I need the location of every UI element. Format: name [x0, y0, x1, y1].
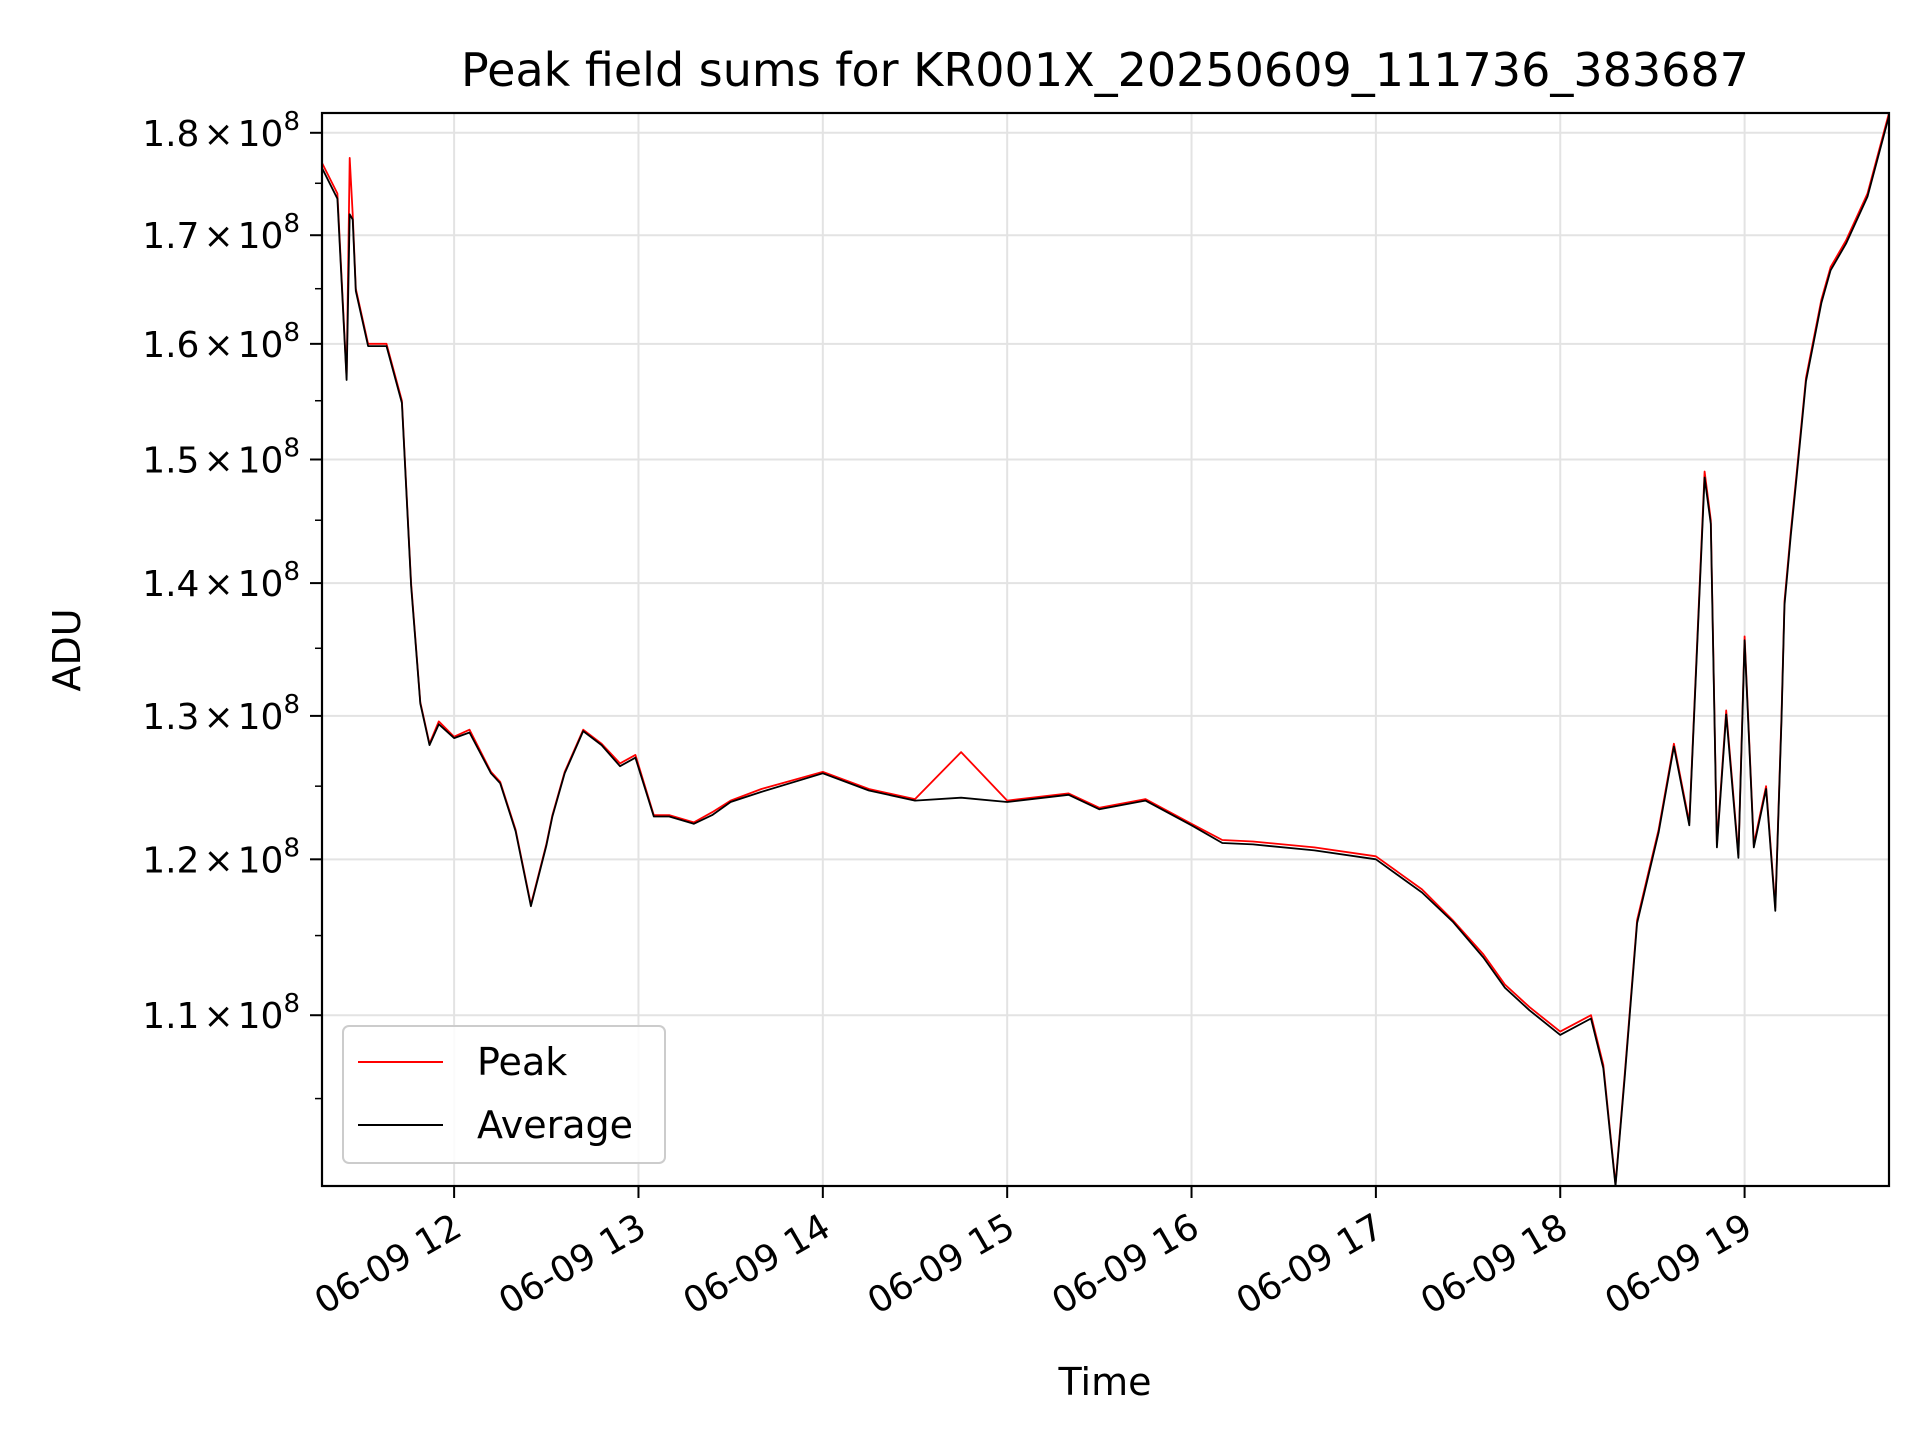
y-tick-exponent: 8 — [283, 209, 300, 239]
y-tick-exponent: 8 — [283, 989, 300, 1019]
y-tick-base: 10 — [238, 216, 284, 257]
legend-label-peak: Peak — [477, 1040, 567, 1084]
y-tick-base: 10 — [238, 996, 284, 1037]
y-tick-exponent: 8 — [283, 833, 300, 863]
y-tick-mantissa: 1.5 — [142, 440, 199, 481]
y-tick-base: 10 — [238, 840, 284, 881]
y-tick-label: 1.8 × 108 — [142, 107, 300, 155]
y-tick-times: × — [203, 325, 233, 366]
y-tick-base: 10 — [238, 564, 284, 605]
y-tick-mantissa: 1.2 — [142, 840, 199, 881]
legend-label-average: Average — [477, 1103, 633, 1147]
x-axis-label: Time — [1058, 1360, 1152, 1404]
legend-box — [342, 1025, 666, 1164]
y-tick-mantissa: 1.1 — [142, 996, 199, 1037]
y-tick-times: × — [203, 996, 233, 1037]
y-tick-times: × — [203, 114, 233, 155]
y-tick-times: × — [203, 840, 233, 881]
chart-title: Peak field sums for KR001X_20250609_1117… — [461, 43, 1749, 97]
y-tick-exponent: 8 — [283, 690, 300, 720]
y-tick-base: 10 — [238, 440, 284, 481]
y-tick-times: × — [203, 697, 233, 738]
y-tick-exponent: 8 — [283, 318, 300, 348]
grid — [322, 113, 1889, 1186]
y-tick-mantissa: 1.8 — [142, 114, 199, 155]
plot-frame — [320, 111, 1891, 1188]
y-axis-label: ADU — [45, 608, 89, 691]
y-tick-base: 10 — [238, 697, 284, 738]
y-tick-mantissa: 1.3 — [142, 697, 199, 738]
series-layer — [322, 113, 1889, 1186]
series-line-average — [322, 115, 1889, 1186]
y-tick-label: 1.4 × 108 — [142, 557, 300, 605]
y-tick-times: × — [203, 564, 233, 605]
y-tick-mantissa: 1.4 — [142, 564, 199, 605]
y-tick-times: × — [203, 216, 233, 257]
y-tick-label: 1.3 × 108 — [142, 690, 300, 738]
y-tick-exponent: 8 — [283, 433, 300, 463]
y-tick-label: 1.5 × 108 — [142, 433, 300, 481]
y-tick-base: 10 — [238, 114, 284, 155]
y-tick-label: 1.6 × 108 — [142, 318, 300, 366]
y-tick-mantissa: 1.6 — [142, 325, 199, 366]
y-tick-exponent: 8 — [283, 557, 300, 587]
y-tick-label: 1.2 × 108 — [142, 833, 300, 881]
y-tick-base: 10 — [238, 325, 284, 366]
y-tick-times: × — [203, 440, 233, 481]
y-tick-mantissa: 1.7 — [142, 216, 199, 257]
y-tick-label: 1.7 × 108 — [142, 209, 300, 257]
y-tick-label: 1.1 × 108 — [142, 989, 300, 1037]
legend: Peak Average — [342, 1025, 666, 1164]
y-tick-exponent: 8 — [283, 107, 300, 137]
